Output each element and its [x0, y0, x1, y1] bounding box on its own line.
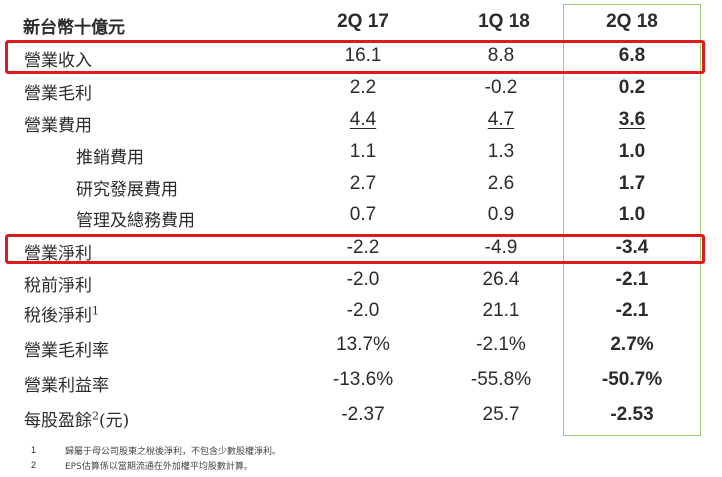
- footnote-marker: 2: [92, 409, 99, 423]
- column-header-2q17: 2Q 17: [337, 11, 389, 32]
- highlight-row-operating-income: [5, 234, 705, 264]
- row-label: 每股盈餘: [24, 411, 92, 431]
- row-label: 管理及總務費用: [76, 211, 195, 231]
- footnote-text: EPS估算係以當期流通在外加權平均股數計算。: [65, 462, 253, 472]
- footnote-text: 歸屬于母公司股東之稅後淨利，不包含少數股權淨利。: [65, 447, 282, 457]
- table-cell: 3.6: [567, 109, 697, 131]
- table-cell: 8.8: [487, 45, 515, 66]
- row-label: 營業毛利: [24, 84, 92, 104]
- table-cell-value: 4.7: [487, 109, 515, 130]
- table-cell: -0.2: [484, 77, 518, 98]
- row-label: 營業收入: [24, 51, 92, 71]
- row-label: 推銷費用: [76, 148, 144, 168]
- table-cell: -2.1: [615, 269, 649, 290]
- row-label: 營業毛利率: [24, 341, 109, 361]
- highlight-row-revenue: [5, 40, 705, 74]
- row-label-with-footnote: 每股盈餘2(元): [24, 406, 129, 431]
- table-cell: 0.9: [487, 204, 515, 225]
- column-header-2q18: 2Q 18: [606, 11, 658, 32]
- footnote-number: 1: [31, 445, 37, 455]
- table-cell: -50.7%: [601, 369, 663, 390]
- footnote-marker: 1: [92, 304, 99, 318]
- table-cell: 4.4: [298, 109, 428, 131]
- table-cell: 2.2: [349, 77, 377, 98]
- table-cell: -2.1%: [476, 334, 526, 355]
- table-cell: 21.1: [482, 300, 520, 321]
- table-cell: 0.7: [349, 204, 377, 225]
- table-cell: 26.4: [482, 269, 520, 290]
- table-cell: -2.0: [346, 300, 380, 321]
- table-cell: 2.7%: [610, 334, 654, 355]
- table-cell: 6.8: [618, 45, 646, 66]
- table-cell: -3.4: [615, 237, 649, 258]
- table-cell: 1.3: [487, 141, 515, 162]
- table-cell: 13.7%: [336, 334, 390, 355]
- table-cell-value: 4.4: [349, 109, 377, 130]
- footnote-number: 2: [31, 460, 37, 470]
- table-title: 新台幣十億元: [23, 18, 125, 38]
- table-cell: -55.8%: [470, 369, 532, 390]
- table-cell: -13.6%: [332, 369, 394, 390]
- table-cell: -2.37: [341, 404, 385, 425]
- table-cell: 1.0: [618, 204, 646, 225]
- table-cell: -2.2: [346, 237, 380, 258]
- table-cell: 0.2: [618, 77, 646, 98]
- row-label: 稅前淨利: [24, 276, 92, 296]
- row-label: 營業淨利: [24, 244, 92, 264]
- row-label-suffix: (元): [99, 411, 130, 431]
- table-cell: -2.1: [615, 300, 649, 321]
- table-cell: 2.7: [349, 173, 377, 194]
- table-cell: 1.1: [349, 141, 377, 162]
- column-header-1q18: 1Q 18: [478, 11, 530, 32]
- row-label: 研究發展費用: [76, 180, 178, 200]
- table-cell: -2.53: [610, 404, 654, 425]
- table-cell: 16.1: [344, 45, 382, 66]
- row-label: 營業利益率: [24, 376, 109, 396]
- table-cell: 25.7: [482, 404, 520, 425]
- table-cell: 2.6: [487, 173, 515, 194]
- table-cell: -2.0: [346, 269, 380, 290]
- table-cell-value: 3.6: [618, 109, 646, 130]
- table-cell: 1.0: [618, 141, 646, 162]
- table-cell: 4.7: [436, 109, 566, 131]
- table-cell: -4.9: [484, 237, 518, 258]
- row-label: 稅後淨利: [24, 306, 92, 326]
- highlight-column-2q18: [563, 4, 701, 436]
- row-label: 營業費用: [24, 116, 92, 136]
- table-cell: 1.7: [618, 173, 646, 194]
- row-label-with-footnote: 稅後淨利1: [24, 301, 99, 326]
